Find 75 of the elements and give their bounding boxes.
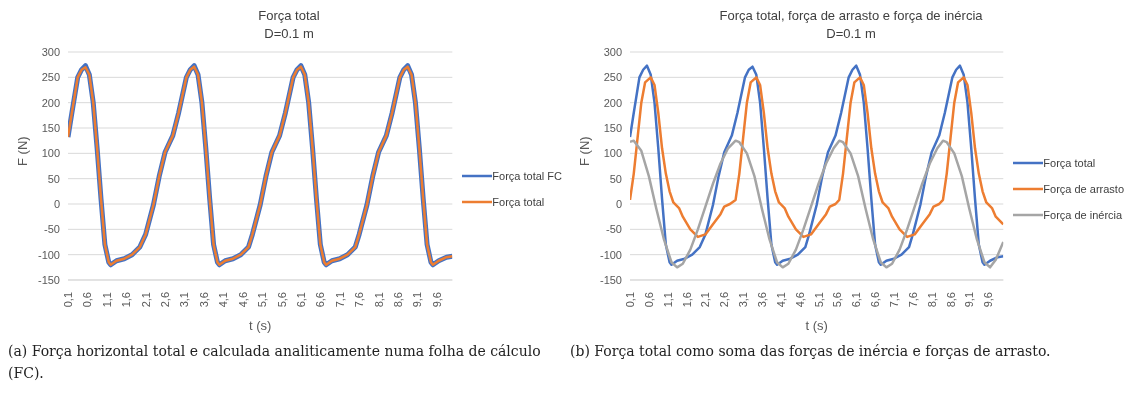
y-tick-label: 200 [603, 96, 622, 109]
x-tick-label: 9,1 [411, 292, 424, 308]
legend-label: Força total FC [492, 170, 562, 182]
y-tick-label: 50 [609, 172, 622, 185]
x-tick-label: 2,1 [699, 292, 712, 308]
x-tick-label: 3,1 [737, 292, 750, 308]
x-tick-label: 6,6 [314, 292, 327, 308]
text: (a) Força horizontal total e calculada analiticamente numa folha de cálculo (FC). [8, 342, 542, 383]
y-tick-label: 200 [41, 96, 60, 109]
y-tick-label: 0 [53, 197, 60, 210]
x-tick-label: 7,6 [906, 292, 919, 308]
y-tick-label: -50 [44, 223, 60, 236]
x-tick-label: 5,6 [275, 292, 288, 308]
y-tick-label: 300 [41, 45, 60, 58]
y-axis-title: F (N) [576, 136, 592, 166]
y-tick-label: 150 [41, 121, 60, 134]
text: (b) Força total como soma das forças de inércia e forças de arrasto. [570, 342, 1052, 361]
x-tick-label: 4,6 [793, 292, 806, 308]
x-tick-label: 8,1 [372, 292, 385, 308]
x-tick-label: 5,1 [812, 292, 825, 308]
y-tick-label: -100 [599, 248, 622, 261]
x-tick-label: 0,6 [642, 292, 655, 308]
y-tick-label: 100 [603, 147, 622, 160]
x-axis-title: t (s) [805, 318, 828, 333]
x-tick-label: 4,1 [774, 292, 787, 308]
y-tick-label: 150 [603, 121, 622, 134]
y-tick-label: -50 [606, 223, 622, 236]
x-tick-label: 5,6 [831, 292, 844, 308]
x-tick-label: 2,6 [718, 292, 731, 308]
x-tick-label: 9,1 [963, 292, 976, 308]
y-axis-title: F (N) [14, 136, 30, 166]
x-tick-label: 4,1 [217, 292, 230, 308]
y-tick-label: 250 [41, 71, 60, 84]
x-tick-label: 9,6 [430, 292, 443, 308]
y-tick-label: 300 [603, 45, 622, 58]
y-tick-label: 50 [47, 172, 60, 185]
x-tick-label: 1,6 [120, 292, 133, 308]
x-tick-label: 0,1 [62, 292, 74, 308]
x-tick-label: 7,1 [887, 292, 900, 308]
legend-label: Força total [492, 196, 545, 208]
x-tick-label: 5,1 [256, 292, 269, 308]
x-tick-label: 6,6 [869, 292, 882, 308]
x-tick-label: 2,1 [139, 292, 152, 308]
chart-subtitle: D=0.1 m [825, 26, 877, 43]
chart-title: Força total [257, 8, 321, 25]
x-tick-label: 8,1 [925, 292, 938, 308]
x-tick-label: 0,6 [81, 292, 94, 308]
x-tick-label: 3,6 [755, 292, 768, 308]
x-tick-label: 2,6 [159, 292, 172, 308]
y-tick-label: -150 [599, 273, 622, 286]
y-tick-label: -100 [37, 248, 60, 261]
x-axis-title: t (s) [248, 318, 272, 333]
x-tick-label: 7,1 [333, 292, 346, 308]
y-tick-label: 250 [603, 71, 622, 84]
legend-label: Força de inércia [1043, 209, 1123, 221]
x-tick-label: 7,6 [353, 292, 366, 308]
x-tick-label: 8,6 [944, 292, 957, 308]
chart-title: Força total, força de arrasto e força de inércia [718, 8, 984, 25]
x-tick-label: 1,1 [100, 292, 113, 308]
y-tick-label: 0 [615, 197, 622, 210]
x-tick-label: 1,6 [680, 292, 693, 308]
x-tick-label: 3,1 [178, 292, 191, 308]
legend-label: Força total [1043, 157, 1096, 169]
x-tick-label: 0,1 [624, 292, 636, 308]
y-tick-label: -150 [37, 273, 60, 286]
y-tick-label: 100 [41, 147, 60, 160]
legend-label: Força de arrasto [1043, 183, 1124, 195]
chart-subtitle: D=0.1 m [263, 26, 315, 43]
x-tick-label: 9,6 [982, 292, 995, 308]
x-tick-label: 3,6 [197, 292, 210, 308]
x-tick-label: 6,1 [294, 292, 307, 308]
x-tick-label: 4,6 [236, 292, 249, 308]
x-tick-label: 8,6 [391, 292, 404, 308]
x-tick-label: 6,1 [850, 292, 863, 308]
x-tick-label: 1,1 [661, 292, 674, 308]
